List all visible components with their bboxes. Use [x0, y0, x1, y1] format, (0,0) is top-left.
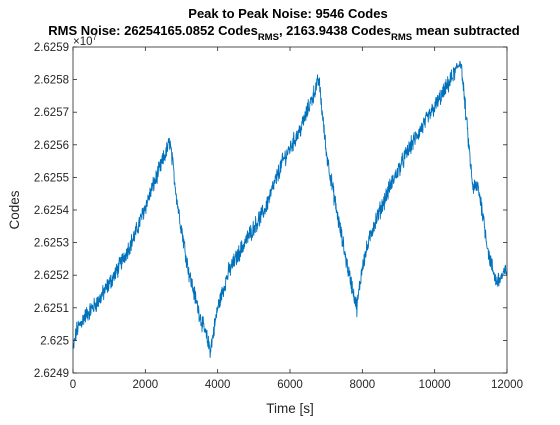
- chart-title: Peak to Peak Noise: 9546 Codes: [188, 6, 387, 21]
- x-axis-label: Time [s]: [266, 401, 314, 416]
- x-tick-label: 12000: [491, 379, 523, 391]
- y-tick-label: 2.6249: [34, 368, 69, 380]
- subtitle-subscript-1: RMS: [258, 32, 279, 43]
- x-tick-label: 2000: [133, 379, 159, 391]
- subtitle-subscript-2: RMS: [391, 32, 412, 43]
- y-axis-ticks: 2.6249 2.625 2.6251 2.6252 2.6253 2.6254 2.625…: [34, 42, 507, 380]
- x-tick-label: 8000: [350, 379, 376, 391]
- y-tick-label: 2.6253: [34, 238, 69, 250]
- y-tick-label: 2.6259: [34, 42, 69, 54]
- chart-subtitle: RMS Noise: 26254165.0852 CodesRMS, 2163.…: [48, 23, 520, 43]
- x-tick-label: 6000: [277, 379, 303, 391]
- x-axis-ticks: 0 2000 4000 6000 8000 10000 12000: [70, 47, 523, 391]
- y-tick-label: 2.6252: [34, 270, 69, 282]
- x-tick-label: 10000: [419, 379, 451, 391]
- y-tick-label: 2.625: [40, 335, 69, 347]
- y-tick-label: 2.6254: [34, 205, 70, 217]
- x-tick-label: 4000: [205, 379, 231, 391]
- y-axis-label: Codes: [7, 190, 22, 229]
- subtitle-part-1: RMS Noise: 26254165.0852 Codes: [48, 23, 258, 38]
- y-tick-label: 2.6258: [34, 75, 69, 87]
- y-exponent-base: ×10: [73, 36, 93, 48]
- subtitle-part-3: mean subtracted: [412, 23, 520, 38]
- plot-area: [72, 60, 508, 358]
- y-exponent-label: ×107: [73, 33, 98, 48]
- y-tick-label: 2.6251: [34, 303, 69, 315]
- series-line: [72, 60, 508, 358]
- x-tick-label: 0: [70, 379, 76, 391]
- y-tick-label: 2.6257: [34, 107, 69, 119]
- y-tick-label: 2.6256: [34, 140, 69, 152]
- subtitle-part-2: , 2163.9438 Codes: [279, 23, 391, 38]
- y-exponent-power: 7: [93, 33, 98, 42]
- y-tick-label: 2.6255: [34, 172, 69, 184]
